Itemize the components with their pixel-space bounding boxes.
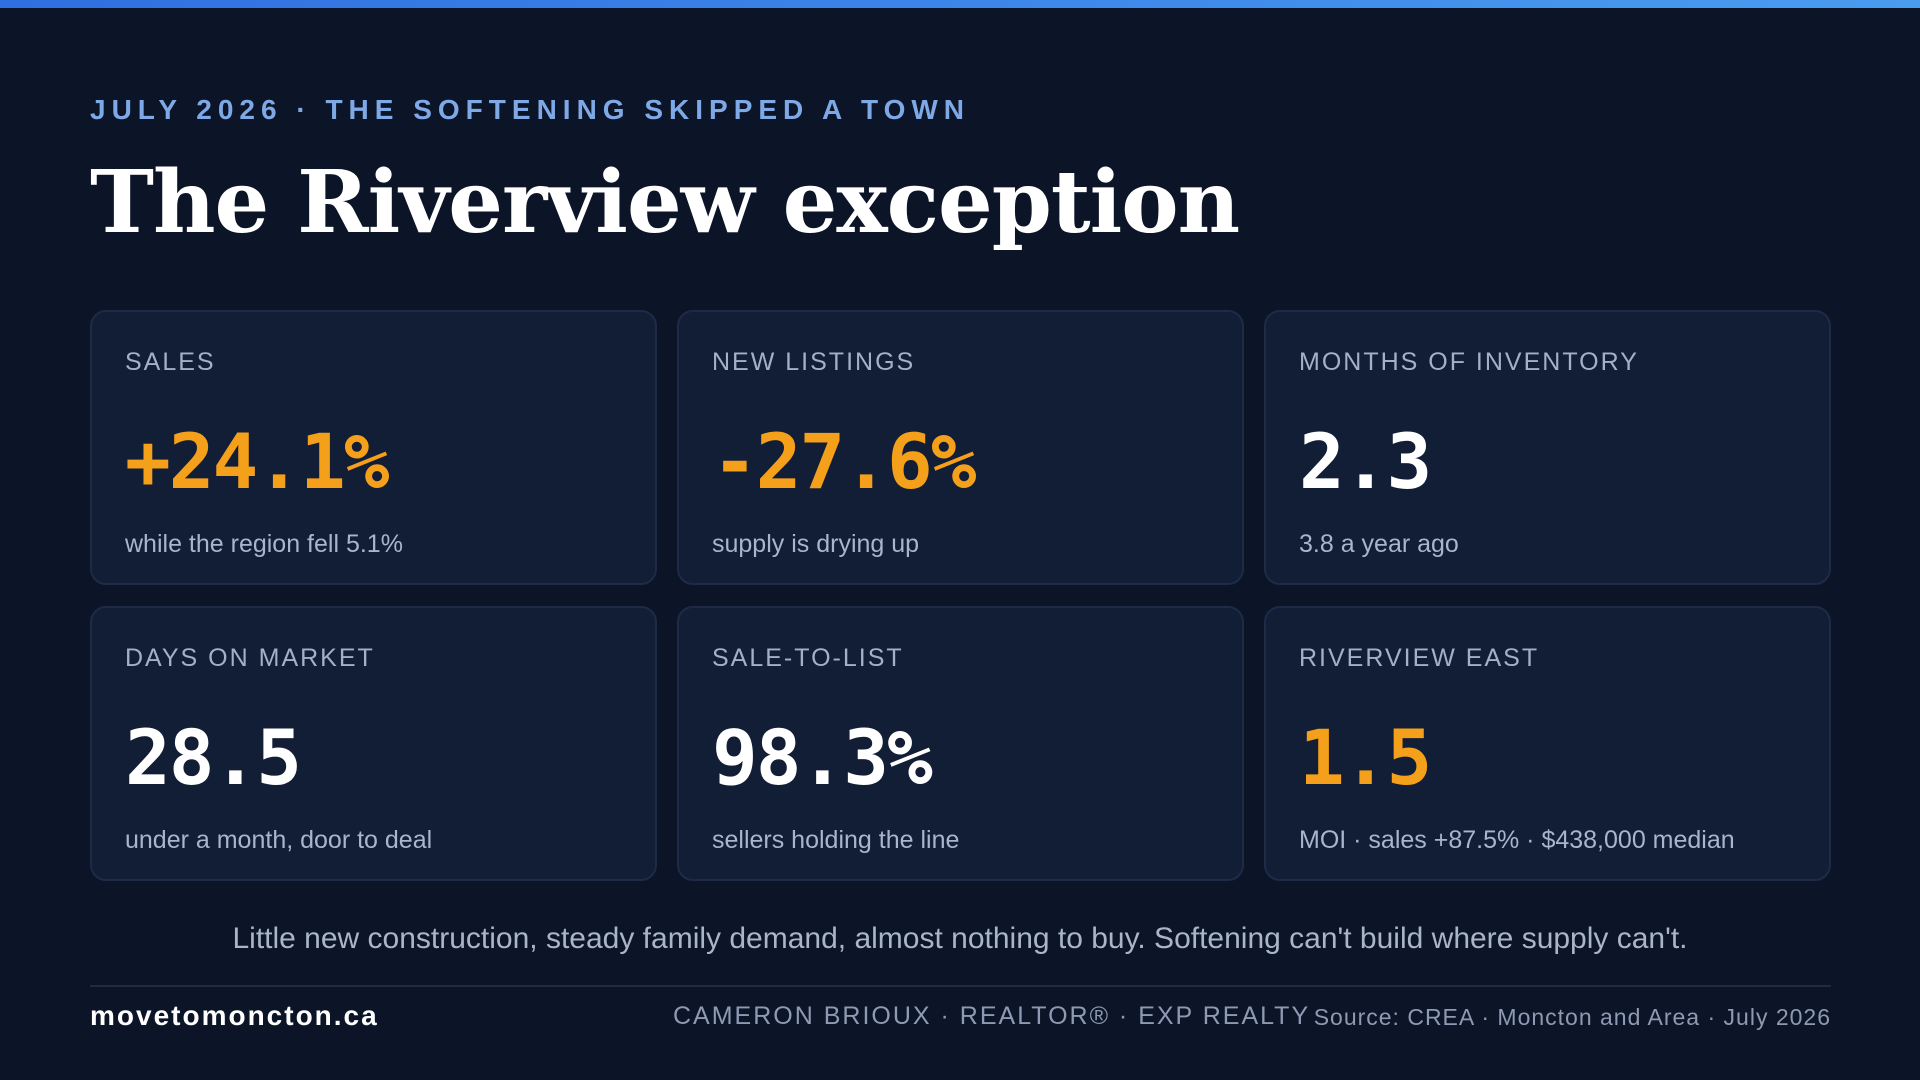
page-title: The Riverview exception [90,152,1240,253]
stat-card-new-listings: NEW LISTINGS -27.6% supply is drying up [677,310,1244,585]
stat-note: under a month, door to deal [125,826,433,854]
footer-source-note: Source: CREA · Moncton and Area · July 2… [1313,1004,1831,1030]
footer-divider [90,985,1831,987]
stat-card-months-of-inventory: MONTHS OF INVENTORY 2.3 3.8 a year ago [1264,310,1831,585]
stat-value: 98.3% [712,713,933,802]
stat-value: +24.1% [125,417,390,506]
stat-label: RIVERVIEW EAST [1299,644,1540,672]
eyebrow-label: JULY 2026 · THE SOFTENING SKIPPED A TOWN [90,94,970,125]
stat-card-days-on-market: DAYS ON MARKET 28.5 under a month, door … [90,606,657,881]
stat-card-sale-to-list: SALE-TO-LIST 98.3% sellers holding the l… [677,606,1244,881]
stat-card-sales: SALES +24.1% while the region fell 5.1% [90,310,657,585]
stat-note: supply is drying up [712,530,920,558]
stat-label: NEW LISTINGS [712,348,916,376]
stat-note: 3.8 a year ago [1299,530,1459,558]
stat-value: 28.5 [125,713,302,802]
stat-label: DAYS ON MARKET [125,644,375,672]
stat-note: sellers holding the line [712,826,960,854]
stat-label: MONTHS OF INVENTORY [1299,348,1639,376]
stat-value: -27.6% [712,417,977,506]
tagline: Little new construction, steady family d… [232,922,1688,955]
accent-top-bar [0,0,1920,8]
stat-card-riverview-east: RIVERVIEW EAST 1.5 MOI · sales +87.5% · … [1264,606,1831,881]
stat-note: while the region fell 5.1% [125,530,403,558]
stats-grid: SALES +24.1% while the region fell 5.1% … [90,310,1831,881]
stat-value: 1.5 [1299,713,1432,802]
footer-agent-credit: CAMERON BRIOUX · REALTOR® · EXP REALTY [673,1002,1311,1030]
stat-value: 2.3 [1299,417,1432,506]
stat-label: SALE-TO-LIST [712,644,904,672]
stat-label: SALES [125,348,216,376]
stat-note: MOI · sales +87.5% · $438,000 median [1299,826,1735,854]
footer-website-link[interactable]: movetomoncton.ca [90,1000,379,1031]
